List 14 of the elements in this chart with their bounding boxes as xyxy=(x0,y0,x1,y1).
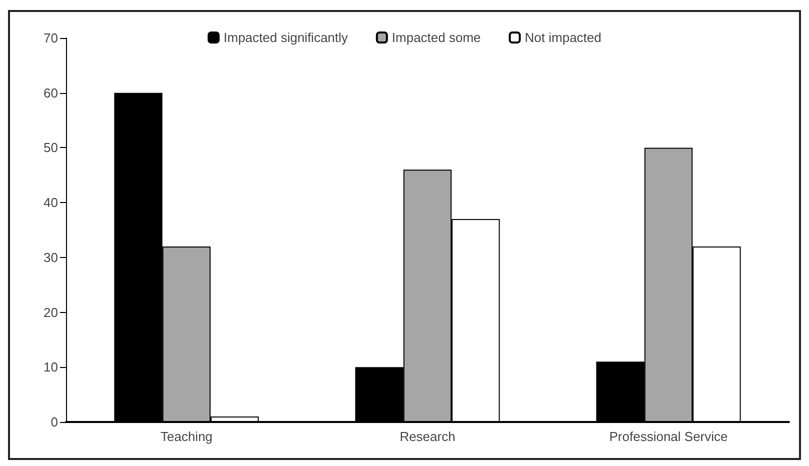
legend-label: Impacted significantly xyxy=(224,30,348,45)
y-tick-label: 20 xyxy=(44,304,58,320)
y-tick-label: 50 xyxy=(44,140,58,156)
y-tick-label: 0 xyxy=(50,414,58,430)
legend-label: Not impacted xyxy=(524,30,602,45)
x-tick-label: Research xyxy=(400,429,456,444)
legend-label: Impacted some xyxy=(392,30,481,45)
y-tick-label: 70 xyxy=(44,30,58,46)
y-tick-label: 10 xyxy=(44,360,58,375)
x-tick-label: Teaching xyxy=(160,429,213,444)
y-tick-label: 60 xyxy=(44,85,58,100)
y-tick-label: 40 xyxy=(44,195,58,210)
x-tick-label: Professional Service xyxy=(609,429,728,444)
y-tick-label: 30 xyxy=(44,250,58,265)
